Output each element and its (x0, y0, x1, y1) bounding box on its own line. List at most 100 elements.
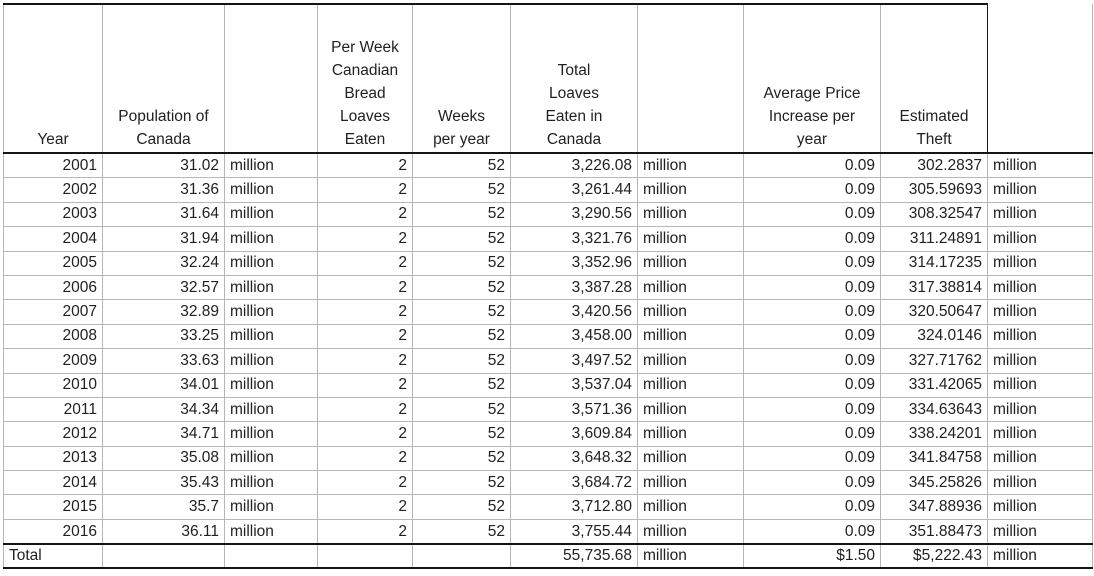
cell-2016-population[interactable]: 36.11 (102, 518, 225, 546)
cell-2015-total_loaves[interactable]: 3,712.80 (510, 494, 638, 520)
cell-2011-pop_unit[interactable]: million (224, 396, 318, 423)
cell-2011-price_increase[interactable]: 0.09 (743, 396, 881, 423)
cell-2009-theft_unit[interactable]: million (987, 348, 1093, 374)
cell-2013-theft[interactable]: 341.84758 (880, 445, 988, 472)
cell-2007-population[interactable]: 32.89 (102, 299, 225, 325)
cell-2016-theft_unit[interactable]: million (987, 518, 1093, 546)
cell-2007-theft_unit[interactable]: million (987, 299, 1093, 325)
cell-2014-theft[interactable]: 345.25826 (880, 470, 988, 496)
cell-2013-year[interactable]: 2013 (3, 445, 103, 472)
cell-2004-price_increase[interactable]: 0.09 (743, 226, 881, 252)
cell-2015-theft[interactable]: 347.88936 (880, 494, 988, 520)
cell-2012-total_loaves[interactable]: 3,609.84 (510, 421, 638, 447)
cell-2007-year[interactable]: 2007 (3, 299, 103, 325)
cell-2003-year[interactable]: 2003 (3, 201, 103, 228)
cell-2002-population[interactable]: 31.36 (102, 177, 225, 203)
cell-2014-total_loaves[interactable]: 3,684.72 (510, 470, 638, 496)
column-header-population[interactable]: Population of Canada (102, 3, 225, 154)
cell-2007-price_increase[interactable]: 0.09 (743, 299, 881, 325)
cell-2001-theft_unit[interactable]: million (987, 152, 1093, 179)
cell-2006-year[interactable]: 2006 (3, 274, 103, 301)
cell-2006-pop_unit[interactable]: million (224, 274, 318, 301)
cell-2007-total_loaves[interactable]: 3,420.56 (510, 299, 638, 325)
cell-2013-weeks[interactable]: 52 (412, 445, 511, 472)
cell-2002-total_loaves[interactable]: 3,261.44 (510, 177, 638, 203)
cell-2016-pop_unit[interactable]: million (224, 518, 318, 546)
cell-2004-total_unit[interactable]: million (637, 226, 744, 252)
cell-2001-weeks[interactable]: 52 (412, 152, 511, 179)
cell-2010-weeks[interactable]: 52 (412, 372, 511, 398)
cell-2013-loaves_per_week[interactable]: 2 (317, 445, 413, 472)
cell-2016-price_increase[interactable]: 0.09 (743, 518, 881, 546)
cell-2001-loaves_per_week[interactable]: 2 (317, 152, 413, 179)
column-header-estimated-theft[interactable]: Estimated Theft (880, 3, 988, 154)
cell-2004-year[interactable]: 2004 (3, 226, 103, 252)
cell-2011-theft[interactable]: 334.63643 (880, 396, 988, 423)
cell-2007-theft[interactable]: 320.50647 (880, 299, 988, 325)
cell-2011-year[interactable]: 2011 (3, 396, 103, 423)
cell-2003-weeks[interactable]: 52 (412, 201, 511, 228)
cell-2003-loaves_per_week[interactable]: 2 (317, 201, 413, 228)
cell-2005-theft[interactable]: 314.17235 (880, 250, 988, 276)
total-loaves-cell[interactable]: 55,735.68 (510, 543, 638, 570)
cell-2001-year[interactable]: 2001 (3, 152, 103, 179)
cell-2006-theft_unit[interactable]: million (987, 274, 1093, 301)
cell-2005-loaves_per_week[interactable]: 2 (317, 250, 413, 276)
cell-2002-theft[interactable]: 305.59693 (880, 177, 988, 203)
cell-2014-theft_unit[interactable]: million (987, 470, 1093, 496)
cell-2002-weeks[interactable]: 52 (412, 177, 511, 203)
cell-2015-loaves_per_week[interactable]: 2 (317, 494, 413, 520)
cell-2005-total_loaves[interactable]: 3,352.96 (510, 250, 638, 276)
cell-2011-weeks[interactable]: 52 (412, 396, 511, 423)
cell-2015-population[interactable]: 35.7 (102, 494, 225, 520)
cell-2004-weeks[interactable]: 52 (412, 226, 511, 252)
cell-2014-weeks[interactable]: 52 (412, 470, 511, 496)
cell-2010-theft[interactable]: 331.42065 (880, 372, 988, 398)
cell-2008-price_increase[interactable]: 0.09 (743, 323, 881, 350)
column-header-year[interactable]: Year (3, 3, 103, 154)
cell-2003-theft[interactable]: 308.32547 (880, 201, 988, 228)
total-pop-unit-cell[interactable] (224, 543, 318, 570)
cell-2006-theft[interactable]: 317.38814 (880, 274, 988, 301)
cell-2004-pop_unit[interactable]: million (224, 226, 318, 252)
cell-2008-population[interactable]: 33.25 (102, 323, 225, 350)
cell-2006-loaves_per_week[interactable]: 2 (317, 274, 413, 301)
cell-2002-total_unit[interactable]: million (637, 177, 744, 203)
cell-2010-loaves_per_week[interactable]: 2 (317, 372, 413, 398)
cell-2015-theft_unit[interactable]: million (987, 494, 1093, 520)
cell-2001-total_loaves[interactable]: 3,226.08 (510, 152, 638, 179)
cell-2013-price_increase[interactable]: 0.09 (743, 445, 881, 472)
cell-2001-pop_unit[interactable]: million (224, 152, 318, 179)
cell-2009-year[interactable]: 2009 (3, 348, 103, 374)
cell-2014-total_unit[interactable]: million (637, 470, 744, 496)
cell-2009-pop_unit[interactable]: million (224, 348, 318, 374)
cell-2015-total_unit[interactable]: million (637, 494, 744, 520)
total-loaves-week-cell[interactable] (317, 543, 413, 570)
cell-2015-year[interactable]: 2015 (3, 494, 103, 520)
column-header-weeks-per-year[interactable]: Weeks per year (412, 3, 511, 154)
cell-2013-total_unit[interactable]: million (637, 445, 744, 472)
total-label-cell[interactable]: Total (3, 543, 103, 570)
cell-2014-price_increase[interactable]: 0.09 (743, 470, 881, 496)
cell-2015-price_increase[interactable]: 0.09 (743, 494, 881, 520)
column-header-total-loaves-unit[interactable] (637, 3, 744, 154)
cell-2015-pop_unit[interactable]: million (224, 494, 318, 520)
cell-2009-total_unit[interactable]: million (637, 348, 744, 374)
cell-2009-population[interactable]: 33.63 (102, 348, 225, 374)
cell-2010-pop_unit[interactable]: million (224, 372, 318, 398)
cell-2008-total_unit[interactable]: million (637, 323, 744, 350)
cell-2002-price_increase[interactable]: 0.09 (743, 177, 881, 203)
cell-2012-price_increase[interactable]: 0.09 (743, 421, 881, 447)
cell-2009-theft[interactable]: 327.71762 (880, 348, 988, 374)
cell-2004-total_loaves[interactable]: 3,321.76 (510, 226, 638, 252)
cell-2006-total_loaves[interactable]: 3,387.28 (510, 274, 638, 301)
cell-2009-weeks[interactable]: 52 (412, 348, 511, 374)
cell-2005-pop_unit[interactable]: million (224, 250, 318, 276)
cell-2016-total_loaves[interactable]: 3,755.44 (510, 518, 638, 546)
cell-2013-total_loaves[interactable]: 3,648.32 (510, 445, 638, 472)
cell-2006-population[interactable]: 32.57 (102, 274, 225, 301)
cell-2014-pop_unit[interactable]: million (224, 470, 318, 496)
cell-2013-population[interactable]: 35.08 (102, 445, 225, 472)
cell-2004-theft_unit[interactable]: million (987, 226, 1093, 252)
total-theft-cell[interactable]: $5,222.43 (880, 543, 988, 570)
